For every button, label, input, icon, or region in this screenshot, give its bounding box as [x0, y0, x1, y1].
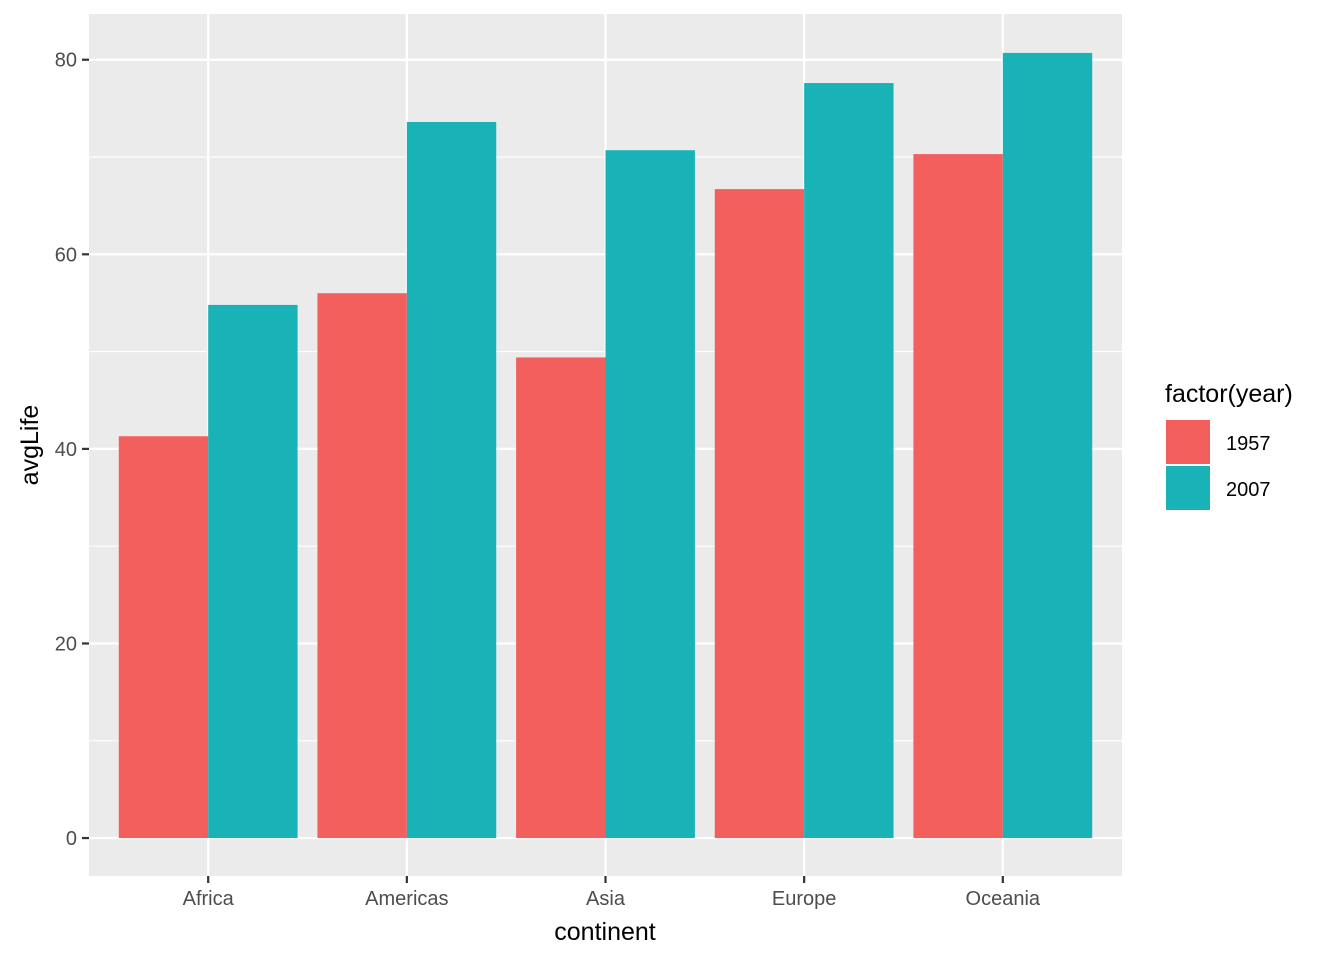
x-axis: Africa Americas Asia Europe Oceania [183, 876, 1041, 910]
x-tick-label: Europe [772, 888, 837, 910]
bars [118, 52, 1093, 839]
bar-americas-1957 [317, 293, 407, 839]
y-axis: 0 20 40 60 80 [55, 50, 89, 850]
bar-asia-2007 [605, 150, 695, 839]
bar-europe-2007 [804, 83, 894, 839]
x-tick-label: Africa [183, 888, 235, 910]
y-axis-title: avgLife [16, 405, 44, 486]
x-axis-title: continent [554, 918, 656, 946]
y-tick-label: 0 [66, 828, 77, 850]
bar-asia-1957 [516, 357, 606, 839]
legend-label-2007: 2007 [1226, 479, 1271, 501]
x-tick-label: Asia [586, 888, 626, 910]
y-tick-label: 20 [55, 633, 77, 655]
legend-swatch-1957 [1164, 418, 1212, 466]
bar-oceania-2007 [1002, 52, 1093, 839]
x-tick-label: Americas [365, 888, 448, 910]
x-tick-label: Oceania [966, 888, 1041, 910]
bar-americas-2007 [406, 121, 497, 839]
legend-swatch-2007 [1164, 464, 1212, 512]
y-tick-label: 60 [55, 244, 77, 266]
y-tick-label: 80 [55, 50, 77, 72]
bar-europe-1957 [714, 189, 805, 839]
y-tick-label: 40 [55, 439, 77, 461]
legend-title: factor(year) [1165, 380, 1293, 408]
legend-label-1957: 1957 [1226, 433, 1271, 455]
bar-africa-1957 [118, 436, 209, 839]
bar-africa-2007 [208, 304, 298, 839]
legend: factor(year) 1957 2007 [1164, 380, 1293, 512]
bar-oceania-1957 [913, 154, 1003, 839]
